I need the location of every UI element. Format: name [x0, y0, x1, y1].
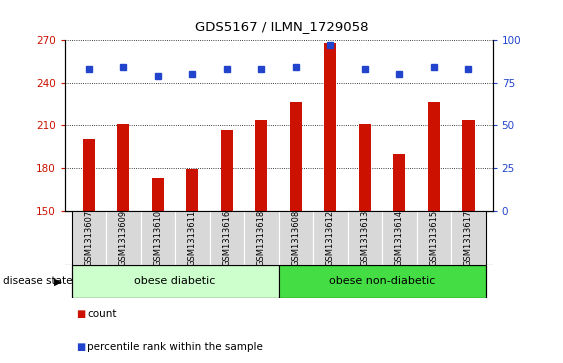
- FancyBboxPatch shape: [175, 211, 209, 265]
- FancyBboxPatch shape: [451, 211, 486, 265]
- Bar: [186, 169, 199, 211]
- Text: percentile rank within the sample: percentile rank within the sample: [87, 342, 263, 352]
- Text: GSM1313614: GSM1313614: [395, 210, 404, 266]
- FancyBboxPatch shape: [348, 211, 382, 265]
- Text: GDS5167 / ILMN_1729058: GDS5167 / ILMN_1729058: [195, 20, 368, 33]
- Text: GSM1313615: GSM1313615: [430, 210, 439, 266]
- Text: GSM1313612: GSM1313612: [326, 210, 335, 266]
- Bar: [290, 102, 302, 211]
- Bar: [152, 178, 164, 211]
- Bar: [83, 139, 95, 211]
- Text: disease state: disease state: [3, 276, 72, 286]
- FancyBboxPatch shape: [279, 211, 313, 265]
- Bar: [117, 124, 129, 211]
- FancyBboxPatch shape: [72, 211, 106, 265]
- FancyBboxPatch shape: [279, 265, 486, 298]
- Text: GSM1313607: GSM1313607: [84, 210, 93, 266]
- FancyBboxPatch shape: [417, 211, 451, 265]
- FancyBboxPatch shape: [313, 211, 348, 265]
- Text: GSM1313616: GSM1313616: [222, 210, 231, 266]
- Text: ■: ■: [76, 342, 85, 352]
- Bar: [256, 119, 267, 211]
- Text: obese non-diabetic: obese non-diabetic: [329, 276, 435, 286]
- Text: ■: ■: [76, 309, 85, 319]
- FancyBboxPatch shape: [72, 265, 279, 298]
- Text: GSM1313618: GSM1313618: [257, 210, 266, 266]
- Text: count: count: [87, 309, 117, 319]
- Text: GSM1313610: GSM1313610: [153, 210, 162, 266]
- FancyBboxPatch shape: [141, 211, 175, 265]
- Bar: [428, 102, 440, 211]
- Text: obese diabetic: obese diabetic: [135, 276, 216, 286]
- Text: GSM1313608: GSM1313608: [292, 210, 301, 266]
- Text: GSM1313613: GSM1313613: [360, 210, 369, 266]
- FancyBboxPatch shape: [382, 211, 417, 265]
- Text: GSM1313611: GSM1313611: [188, 210, 197, 266]
- Text: GSM1313617: GSM1313617: [464, 210, 473, 266]
- Bar: [359, 124, 371, 211]
- FancyBboxPatch shape: [106, 211, 141, 265]
- Bar: [462, 119, 475, 211]
- Text: GSM1313609: GSM1313609: [119, 210, 128, 266]
- Bar: [324, 43, 337, 211]
- Bar: [221, 130, 233, 211]
- FancyBboxPatch shape: [209, 211, 244, 265]
- Bar: [394, 154, 405, 211]
- Text: ▶: ▶: [54, 276, 62, 286]
- FancyBboxPatch shape: [244, 211, 279, 265]
